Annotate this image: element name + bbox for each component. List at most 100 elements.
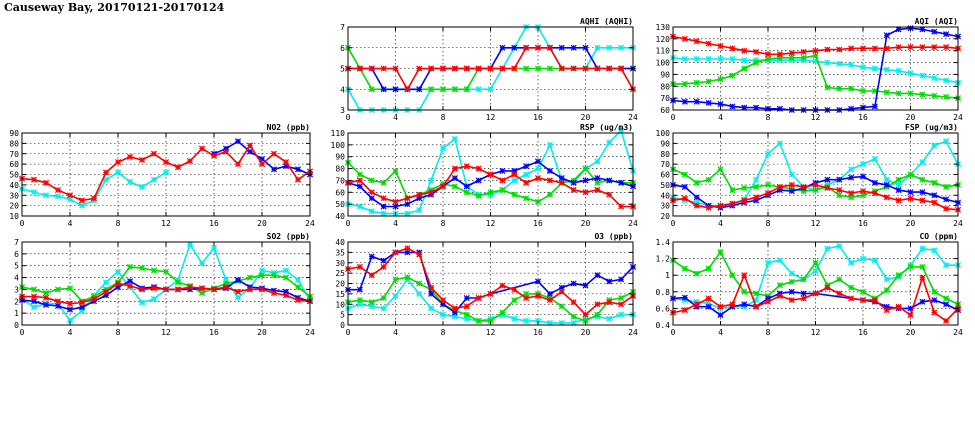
aqhi-point-red	[451, 65, 458, 72]
aqhi-point-cyan	[487, 86, 494, 93]
no2-point-red	[42, 179, 50, 186]
aqi-point-blue	[681, 98, 688, 105]
aqi-point-cyan	[859, 64, 867, 71]
aqi-point-cyan	[907, 70, 914, 77]
co-title: CO (ppm)	[919, 232, 958, 241]
o3-point-red	[594, 301, 601, 308]
so2-series-red	[18, 280, 314, 307]
y-tick-label: 5	[340, 65, 345, 74]
fsp-point-cyan	[943, 138, 950, 145]
so2-series-green	[18, 263, 314, 305]
rsp-point-green	[392, 167, 399, 174]
co-point-blue	[705, 303, 712, 310]
fsp-point-green	[943, 183, 950, 190]
aqi-point-red	[848, 45, 855, 52]
o3-point-red	[523, 295, 530, 302]
x-tick-label: 24	[953, 328, 963, 337]
fsp-point-green	[729, 187, 736, 194]
so2-point-cyan	[102, 279, 110, 286]
o3-point-red	[534, 292, 542, 299]
o3-point-green	[511, 297, 518, 304]
so2-point-cyan	[66, 317, 74, 324]
aqi-point-green	[741, 65, 748, 72]
no2-point-cyan	[42, 192, 50, 199]
rsp-point-green	[463, 189, 470, 196]
rsp-point-cyan	[594, 158, 601, 165]
x-tick-label: 24	[628, 219, 638, 228]
o3-point-green	[356, 297, 363, 304]
rsp-point-green	[546, 191, 553, 198]
aqi-point-blue	[705, 99, 712, 106]
fsp-point-red	[871, 190, 878, 197]
y-tick-label: 30	[9, 191, 19, 200]
y-tick-label: 0	[340, 321, 345, 330]
co-point-green	[681, 265, 688, 272]
o3-point-cyan	[416, 290, 423, 297]
y-tick-label: 3	[14, 285, 19, 294]
o3-point-cyan	[392, 292, 399, 299]
co-point-cyan	[848, 259, 855, 266]
aqi-point-red	[824, 46, 831, 53]
co-point-red	[907, 312, 914, 319]
co-point-blue	[717, 312, 724, 319]
aqhi-point-green	[451, 86, 458, 93]
y-tick-label: 90	[660, 70, 670, 79]
x-tick-label: 12	[161, 328, 171, 337]
so2-title: SO2 (ppb)	[267, 232, 310, 241]
aqi-point-green	[931, 92, 938, 99]
aqi-point-cyan	[931, 74, 938, 82]
x-tick-label: 0	[20, 328, 25, 337]
co-point-blue	[907, 305, 914, 312]
aqhi-point-cyan	[606, 44, 613, 51]
aqhi-point-red	[356, 65, 363, 72]
co-point-green	[812, 259, 819, 266]
o3-point-blue	[546, 290, 553, 297]
aqhi-point-green	[523, 65, 530, 72]
co-point-red	[693, 301, 700, 308]
rsp-point-green	[368, 177, 375, 184]
aqi-point-cyan	[717, 55, 724, 63]
x-tick-label: 12	[486, 219, 496, 228]
no2-point-cyan	[30, 189, 38, 196]
rsp-point-red	[499, 177, 506, 184]
fsp-point-green	[753, 183, 760, 190]
co-point-red	[895, 303, 902, 310]
y-tick-label: 80	[660, 82, 670, 91]
rsp-point-green	[356, 171, 363, 178]
rsp-point-blue	[618, 179, 625, 186]
y-tick-label: 5	[340, 311, 345, 320]
o3-point-blue	[368, 253, 375, 260]
rsp-point-cyan	[368, 208, 375, 215]
rsp-point-cyan	[451, 135, 458, 142]
rsp-point-red	[570, 186, 577, 193]
x-tick-label: 0	[346, 328, 351, 337]
aqi-point-cyan	[871, 65, 878, 72]
aqi-point-green	[907, 90, 914, 97]
co-point-cyan	[859, 255, 867, 262]
aqhi-point-green	[428, 86, 435, 93]
no2-point-red	[102, 169, 110, 176]
rsp-point-blue	[558, 175, 565, 182]
co-point-red	[764, 298, 772, 305]
co-point-red	[824, 284, 831, 291]
co-point-red	[859, 297, 867, 304]
rsp-point-blue	[594, 175, 601, 182]
co-point-green	[859, 288, 867, 295]
y-tick-label: 20	[9, 202, 19, 211]
aqi-point-cyan	[883, 66, 890, 73]
co-line-blue	[672, 290, 959, 316]
x-tick-label: 0	[346, 219, 351, 228]
y-tick-label: 30	[335, 259, 345, 268]
rsp-point-cyan	[523, 171, 530, 178]
o3-point-red	[368, 272, 375, 279]
aqhi-point-blue	[511, 44, 518, 51]
fsp-point-green	[812, 187, 819, 194]
o3-point-green	[368, 299, 375, 306]
aqi-point-green	[943, 93, 950, 100]
aqi-point-red	[931, 44, 938, 51]
no2-point-cyan	[78, 202, 86, 209]
x-tick-label: 0	[671, 219, 676, 228]
co-point-green	[919, 263, 926, 270]
y-tick-label: 4	[340, 85, 345, 94]
o3-point-cyan	[618, 311, 625, 318]
